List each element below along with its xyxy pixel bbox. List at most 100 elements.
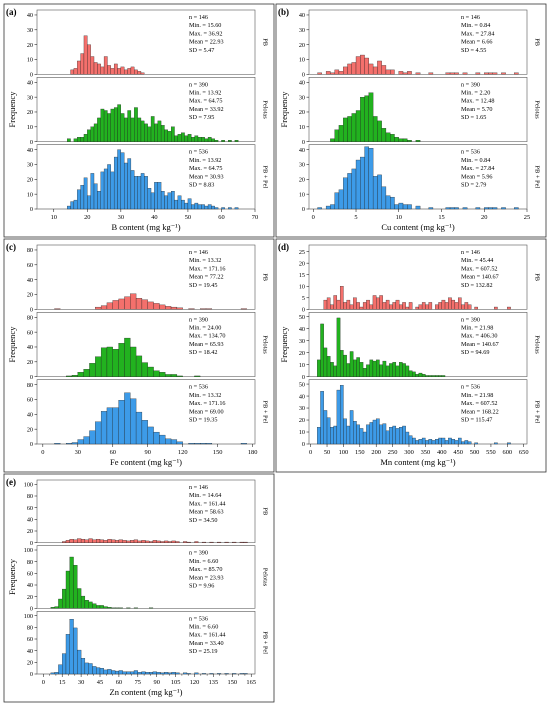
histogram-bar bbox=[382, 302, 387, 310]
histogram-bar bbox=[113, 63, 118, 75]
histogram-bar bbox=[239, 541, 244, 543]
histogram-bar bbox=[381, 65, 387, 75]
histogram-bar bbox=[398, 202, 404, 210]
y-tick-label: 0 bbox=[30, 671, 33, 678]
histogram-bar bbox=[103, 606, 108, 609]
histogram-bar bbox=[355, 159, 361, 210]
histogram-bar bbox=[77, 60, 81, 75]
series-name: PB + Pel bbox=[262, 631, 269, 654]
histogram-bar bbox=[346, 425, 351, 445]
stat-value: 13.32 bbox=[207, 257, 221, 264]
histogram-bar bbox=[137, 176, 142, 210]
stat-key: Min. bbox=[461, 157, 473, 164]
histogram-bar bbox=[334, 192, 340, 210]
histogram-bar bbox=[137, 71, 142, 75]
stat-key: Max. bbox=[189, 632, 202, 639]
stat-value: 146 bbox=[199, 249, 208, 256]
stat-line: SD = 7.95 bbox=[189, 114, 214, 121]
y-tick-label: 60 bbox=[27, 262, 33, 269]
histogram-bar bbox=[381, 186, 387, 210]
histogram-bar bbox=[428, 72, 434, 75]
y-tick-label: 0 bbox=[302, 72, 305, 79]
stat-key: Max. bbox=[189, 400, 202, 407]
histogram-bar bbox=[112, 300, 119, 310]
histogram-bar bbox=[317, 359, 321, 377]
y-tick-label: 0 bbox=[302, 374, 305, 381]
series-name: PB + Pel bbox=[534, 400, 541, 423]
stat-equals: = bbox=[197, 114, 204, 121]
histogram-bar bbox=[93, 123, 98, 142]
histogram-bar bbox=[149, 541, 154, 543]
histogram-bar bbox=[475, 72, 481, 75]
stat-value: 27.84 bbox=[480, 30, 494, 37]
stat-key: Max. bbox=[189, 566, 202, 573]
histogram-bar bbox=[415, 306, 419, 310]
stat-value: 34.50 bbox=[204, 517, 218, 524]
histogram-bar bbox=[330, 72, 335, 75]
histogram-bar bbox=[167, 672, 172, 675]
x-tick-label: 40 bbox=[151, 214, 157, 221]
histogram-bar bbox=[385, 69, 391, 75]
histogram-bar bbox=[160, 125, 165, 142]
histogram-bar bbox=[170, 306, 178, 310]
histogram-bar bbox=[320, 323, 324, 377]
histogram-bar bbox=[134, 176, 138, 210]
histogram-bar bbox=[103, 56, 108, 75]
stat-equals: = bbox=[201, 90, 208, 97]
histogram-bar bbox=[62, 588, 67, 609]
series-name: PB bbox=[262, 38, 269, 46]
stat-value: 140.67 bbox=[482, 274, 499, 281]
stat-value: 33.92 bbox=[210, 106, 224, 113]
histogram-bar bbox=[164, 540, 169, 543]
histogram-bar bbox=[118, 539, 123, 543]
stat-line: n = 146 bbox=[461, 249, 480, 256]
stat-line: n = 146 bbox=[189, 249, 208, 256]
stat-key: Max. bbox=[189, 500, 202, 507]
y-tick-label: 40 bbox=[299, 80, 305, 87]
stat-key: Max. bbox=[189, 98, 202, 105]
histogram-bar bbox=[474, 442, 478, 445]
stat-equals: = bbox=[197, 582, 204, 589]
stat-line: Max. = 134.70 bbox=[189, 333, 226, 340]
histogram-bar bbox=[92, 539, 97, 543]
stat-value: 536 bbox=[199, 149, 208, 156]
stat-key: n bbox=[189, 316, 192, 323]
stat-value: 77.22 bbox=[210, 274, 224, 281]
histogram-bar bbox=[133, 539, 138, 543]
y-tick-label: 10 bbox=[27, 124, 33, 131]
histogram-bar bbox=[412, 371, 416, 377]
y-tick-label: 40 bbox=[27, 648, 33, 655]
histogram-bar bbox=[171, 191, 175, 210]
x-tick-label: 250 bbox=[388, 449, 398, 456]
stat-equals: = bbox=[203, 408, 210, 415]
y-tick-label: 60 bbox=[27, 329, 33, 336]
histogram-bar bbox=[147, 301, 154, 310]
histogram-bar bbox=[390, 69, 395, 75]
stat-key: Min. bbox=[189, 392, 201, 399]
histogram-bar bbox=[407, 140, 412, 142]
stat-equals: = bbox=[192, 550, 199, 557]
histogram-bar bbox=[67, 138, 71, 142]
histogram-bar bbox=[120, 113, 125, 142]
stat-equals: = bbox=[475, 173, 482, 180]
stat-key: Mean bbox=[189, 106, 203, 113]
histogram-bar bbox=[349, 304, 354, 310]
histogram-bar bbox=[408, 435, 413, 445]
histogram-bar bbox=[147, 426, 154, 445]
histogram-bar bbox=[402, 138, 408, 142]
stat-key: Min. bbox=[189, 90, 201, 97]
histogram-bar bbox=[334, 129, 340, 142]
histogram-bar bbox=[379, 424, 383, 445]
stat-key: SD bbox=[189, 648, 197, 655]
x-tick-label: 350 bbox=[421, 449, 431, 456]
histogram-bar bbox=[107, 539, 112, 543]
histogram-bar bbox=[211, 138, 215, 142]
histogram-bar bbox=[398, 138, 404, 142]
stat-line: Max. = 607.52 bbox=[461, 265, 498, 272]
stat-equals: = bbox=[203, 39, 210, 46]
stat-value: 607.52 bbox=[480, 265, 497, 272]
